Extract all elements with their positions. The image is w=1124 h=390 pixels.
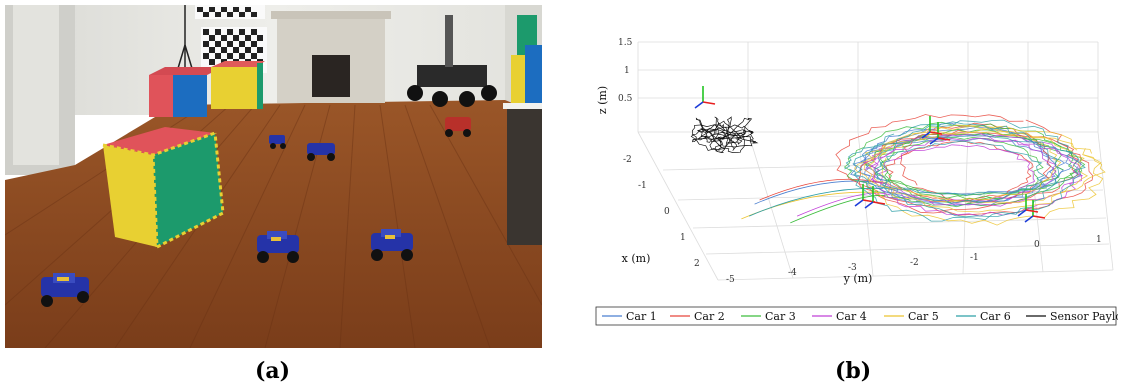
- caption-b: (b): [835, 358, 872, 384]
- legend-entry: Sensor Payload: [1026, 310, 1124, 323]
- photo-panel: [5, 5, 542, 348]
- rc-car-6: [445, 117, 471, 137]
- rc-car-4: [307, 143, 335, 161]
- legend-box: [595, 306, 1117, 326]
- legend-entry: Car 2: [670, 310, 725, 323]
- foam-panel-yellow: [511, 55, 529, 110]
- z-tick: 1: [624, 66, 630, 76]
- x-tick: -2: [623, 155, 632, 165]
- rc-car-5: [269, 135, 286, 149]
- x-axis-label: x (m): [622, 252, 651, 265]
- x-tick: -1: [638, 181, 647, 191]
- z-tick: 1.5: [618, 38, 633, 48]
- trajectory-car-5: [854, 131, 1106, 204]
- lab-photo: [5, 5, 542, 348]
- plot-grid: [637, 41, 1114, 281]
- y-axis-label: y (m): [843, 272, 873, 285]
- rc-car-3: [371, 229, 413, 261]
- trajectory-car-4: [870, 137, 1084, 207]
- legend-label: Car 4: [836, 310, 867, 323]
- trajectory-plot: 1.5 1 0.5 -2 -1 0 1 2 -5 -4 -3 -2 -1 0 1…: [578, 20, 1124, 330]
- side-table: [507, 105, 542, 245]
- z-axis-label: z (m): [596, 86, 609, 114]
- rc-car-2: [257, 231, 299, 263]
- y-tick: -2: [910, 258, 919, 268]
- pose-frame: [1017, 194, 1039, 217]
- legend-entry: Car 1: [602, 310, 657, 323]
- trajectory-car-1: [754, 180, 885, 205]
- trajectory-sensor-payload: [690, 116, 759, 154]
- foam-cube-large: [102, 127, 225, 249]
- x-tick-labels: -2 -1 0 1 2: [623, 155, 700, 269]
- trajectory-car-6: [844, 135, 1086, 196]
- legend-label: Car 1: [626, 310, 657, 323]
- y-tick: 0: [1034, 240, 1040, 250]
- pose-frame: [1024, 200, 1046, 223]
- legend-label: Sensor Payload: [1050, 310, 1118, 323]
- trajectory-car-5: [863, 124, 1104, 226]
- x-tick: 1: [680, 233, 686, 243]
- trajectory-car-3: [790, 195, 886, 224]
- z-tick-labels: 1.5 1 0.5: [618, 38, 633, 104]
- legend-label: Car 2: [694, 310, 725, 323]
- y-tick: -4: [788, 268, 797, 278]
- x-tick: 2: [694, 259, 700, 269]
- legend-entry: Car 5: [884, 310, 939, 323]
- legend-entry: Car 3: [741, 310, 796, 323]
- pose-frame: [921, 116, 943, 139]
- legend-label: Car 5: [908, 310, 939, 323]
- y-tick: -1: [970, 253, 979, 263]
- trajectory-car-6: [875, 119, 1082, 218]
- sensor-payload-trajectory: [690, 116, 759, 154]
- rc-car-1: [41, 273, 89, 307]
- x-tick: 0: [664, 207, 670, 217]
- trajectory-car-6: [874, 140, 1045, 204]
- trajectory-car-5: [741, 191, 881, 220]
- mobile-robot: [407, 15, 497, 107]
- y-tick: -5: [726, 275, 735, 285]
- y-tick: 1: [1096, 235, 1102, 245]
- trajectory-car-5: [878, 128, 1089, 213]
- caption-a: (a): [255, 358, 291, 384]
- y-tick-labels: -5 -4 -3 -2 -1 0 1: [726, 235, 1102, 285]
- legend-entry: Car 6: [956, 310, 1011, 323]
- pose-frame: [694, 86, 716, 109]
- pose-frame: [864, 186, 886, 209]
- trajectory-car-4: [877, 144, 1036, 204]
- legend-label: Car 3: [765, 310, 796, 323]
- trajectory-plot-svg: 1.5 1 0.5 -2 -1 0 1 2 -5 -4 -3 -2 -1 0 1…: [595, 38, 1124, 326]
- trajectory-car-6: [853, 121, 1060, 222]
- pose-frame: [929, 122, 951, 145]
- legend-label: Car 6: [980, 310, 1011, 323]
- trajectory-car-4: [796, 192, 891, 217]
- pose-frames: [694, 86, 1046, 223]
- foam-cube-back-right: [211, 61, 265, 109]
- z-tick: 0.5: [618, 94, 633, 104]
- legend: Car 1 Car 2 Car 3 Car 4 Car 5 Car 6 Sensor Pay…: [595, 306, 1124, 326]
- trajectory-car-5: [868, 125, 1062, 202]
- foam-cube-back-left: [149, 67, 223, 117]
- legend-entry: Car 4: [812, 310, 867, 323]
- car-trajectories: [741, 114, 1106, 226]
- y-tick: -3: [848, 263, 857, 273]
- trajectory-car-6: [749, 187, 883, 217]
